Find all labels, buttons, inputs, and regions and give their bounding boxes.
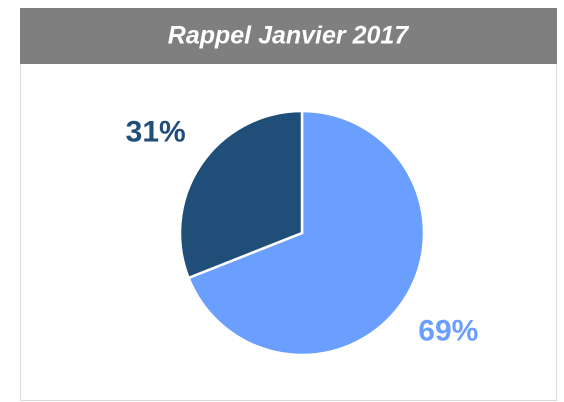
- chart-title: Rappel Janvier 2017: [168, 22, 410, 50]
- data-label: 31%: [126, 115, 186, 148]
- pie-slice: [178, 109, 304, 280]
- title-bar: [20, 8, 557, 64]
- pie-slice: [186, 109, 426, 357]
- data-label: 69%: [418, 314, 478, 347]
